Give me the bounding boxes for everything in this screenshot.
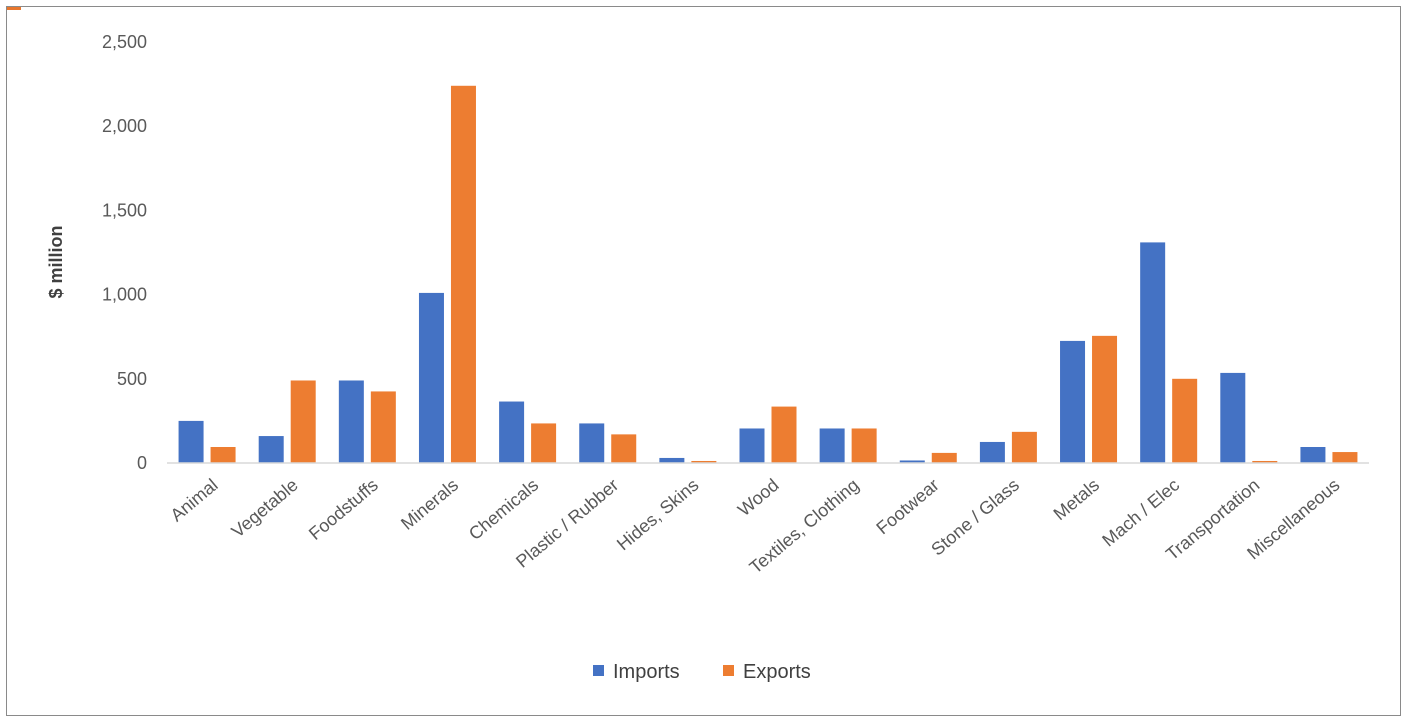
bar-imports — [178, 420, 204, 463]
bar-exports — [931, 452, 957, 463]
bar-imports — [739, 428, 765, 463]
bar-exports — [450, 85, 476, 463]
x-tick-label: Animal — [167, 475, 222, 526]
x-axis-labels: Animal Vegetable Foodstuffs Minerals Chemica… — [167, 475, 1344, 578]
bar-imports — [1220, 372, 1246, 463]
bar-exports — [1172, 378, 1198, 463]
legend-swatch-imports — [593, 665, 604, 676]
bar-exports — [771, 406, 797, 463]
bar-imports — [899, 460, 925, 463]
bar-exports — [691, 460, 717, 463]
bar-imports — [659, 457, 685, 463]
legend-swatch-exports — [723, 665, 734, 676]
bar-imports — [1140, 242, 1166, 463]
bar-exports — [1011, 431, 1037, 463]
bar-exports — [290, 380, 316, 463]
bar-imports — [979, 441, 1005, 463]
y-axis-ticks: 0 500 1,000 1,500 2,000 2,500 — [102, 32, 147, 473]
bar-imports — [418, 292, 444, 463]
bar-imports — [1300, 447, 1326, 463]
y-tick-label: 1,000 — [102, 285, 147, 305]
y-tick-label: 0 — [137, 453, 147, 473]
x-tick-label: Stone / Glass — [927, 475, 1023, 560]
bar-imports — [1060, 340, 1086, 463]
bar-exports — [210, 447, 236, 463]
x-tick-label: Footwear — [872, 475, 942, 539]
legend: Imports Exports — [593, 661, 811, 683]
x-tick-label: Vegetable — [228, 475, 302, 542]
x-tick-label: Minerals — [397, 475, 462, 534]
bar-exports — [611, 434, 637, 463]
y-tick-label: 2,000 — [102, 116, 147, 136]
bar-exports — [1092, 335, 1118, 463]
x-tick-label: Mach / Elec — [1098, 475, 1183, 551]
legend-label-exports: Exports — [743, 661, 811, 683]
y-axis-title: $ million — [46, 225, 66, 298]
bar-exports — [1252, 460, 1278, 463]
bar-imports — [258, 436, 284, 463]
bar-imports — [338, 380, 364, 463]
y-tick-label: 1,500 — [102, 200, 147, 220]
x-tick-label: Foodstuffs — [305, 475, 382, 544]
bar-exports — [531, 423, 557, 463]
chart-frame: 0 500 1,000 1,500 2,000 2,500 $ million Anima… — [6, 6, 1401, 716]
y-tick-label: 500 — [117, 369, 147, 389]
x-tick-label: Metals — [1050, 475, 1103, 524]
bar-imports — [579, 423, 605, 463]
x-tick-label: Wood — [734, 475, 783, 520]
x-tick-label: Chemicals — [465, 475, 542, 544]
bar-exports — [851, 428, 877, 463]
bars — [178, 85, 1358, 463]
y-tick-label: 2,500 — [102, 32, 147, 52]
bar-imports — [819, 428, 845, 463]
bar-exports — [1332, 452, 1358, 463]
legend-label-imports: Imports — [613, 661, 680, 683]
bar-exports — [370, 391, 396, 463]
x-tick-label: Hides, Skins — [613, 475, 702, 555]
bar-imports — [499, 401, 525, 463]
bar-chart: 0 500 1,000 1,500 2,000 2,500 $ million Anima… — [46, 32, 1369, 683]
corner-marker — [7, 7, 21, 10]
